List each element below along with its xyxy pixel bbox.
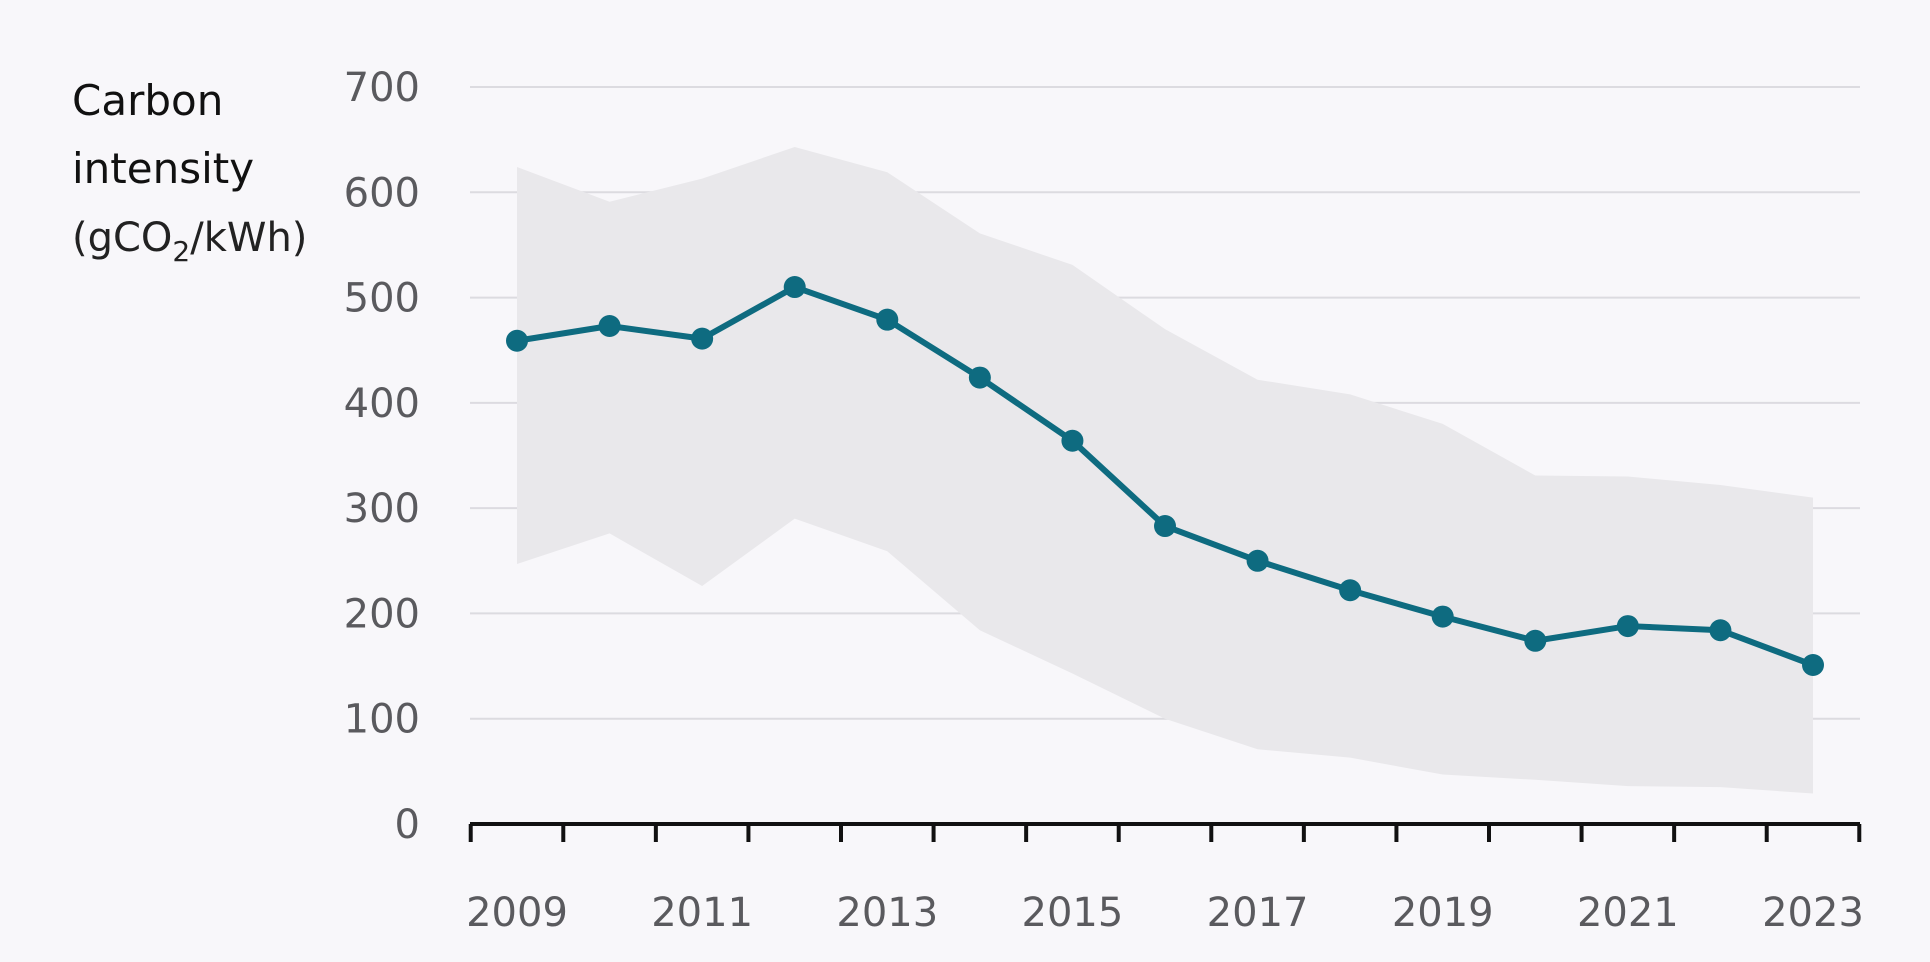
y-tick-label: 400 — [344, 381, 420, 427]
data-point — [506, 329, 528, 352]
x-tick-labels: 2009 2011 2013 2015 2017 2019 2021 2023 — [466, 890, 1864, 936]
data-point — [1246, 549, 1269, 572]
data-point — [1616, 615, 1639, 638]
y-tick-label: 700 — [344, 65, 420, 111]
x-tick-label: 2019 — [1392, 890, 1494, 936]
data-point — [1339, 579, 1362, 602]
data-point — [1802, 654, 1824, 677]
y-axis-unit: (gCO2/kWh) — [72, 215, 307, 268]
data-point — [1431, 605, 1454, 628]
data-point — [1061, 429, 1084, 452]
range-band-area — [517, 147, 1813, 794]
x-tick-label: 2023 — [1762, 890, 1864, 936]
data-point — [598, 314, 621, 337]
y-tick-label: 600 — [344, 170, 420, 216]
y-axis-title-line2: intensity — [72, 144, 254, 193]
data-point — [783, 276, 806, 299]
x-tick-label: 2017 — [1207, 890, 1309, 936]
x-axis — [468, 822, 1862, 842]
data-point — [1709, 619, 1732, 642]
y-tick-label: 500 — [344, 276, 420, 322]
x-tick-label: 2015 — [1022, 890, 1124, 936]
x-tick-label: 2009 — [466, 890, 568, 936]
y-tick-labels: 0 100 200 300 400 500 600 700 — [344, 65, 420, 848]
data-point — [1524, 629, 1547, 652]
data-point — [1154, 515, 1176, 538]
series-line — [506, 276, 1824, 677]
range-band — [517, 147, 1813, 794]
y-axis-title-line1: Carbon — [72, 76, 223, 125]
data-point — [691, 327, 714, 350]
x-tick-label: 2021 — [1577, 890, 1679, 936]
x-tick-label: 2013 — [836, 890, 938, 936]
data-point — [968, 366, 991, 389]
y-tick-label: 100 — [344, 697, 420, 743]
y-tick-label: 200 — [344, 591, 420, 637]
x-tick-label: 2011 — [651, 890, 753, 936]
data-point — [876, 308, 899, 331]
y-tick-label: 300 — [344, 486, 420, 532]
y-axis-title: Carbon intensity (gCO2/kWh) — [72, 76, 307, 268]
y-tick-label: 0 — [395, 802, 420, 848]
